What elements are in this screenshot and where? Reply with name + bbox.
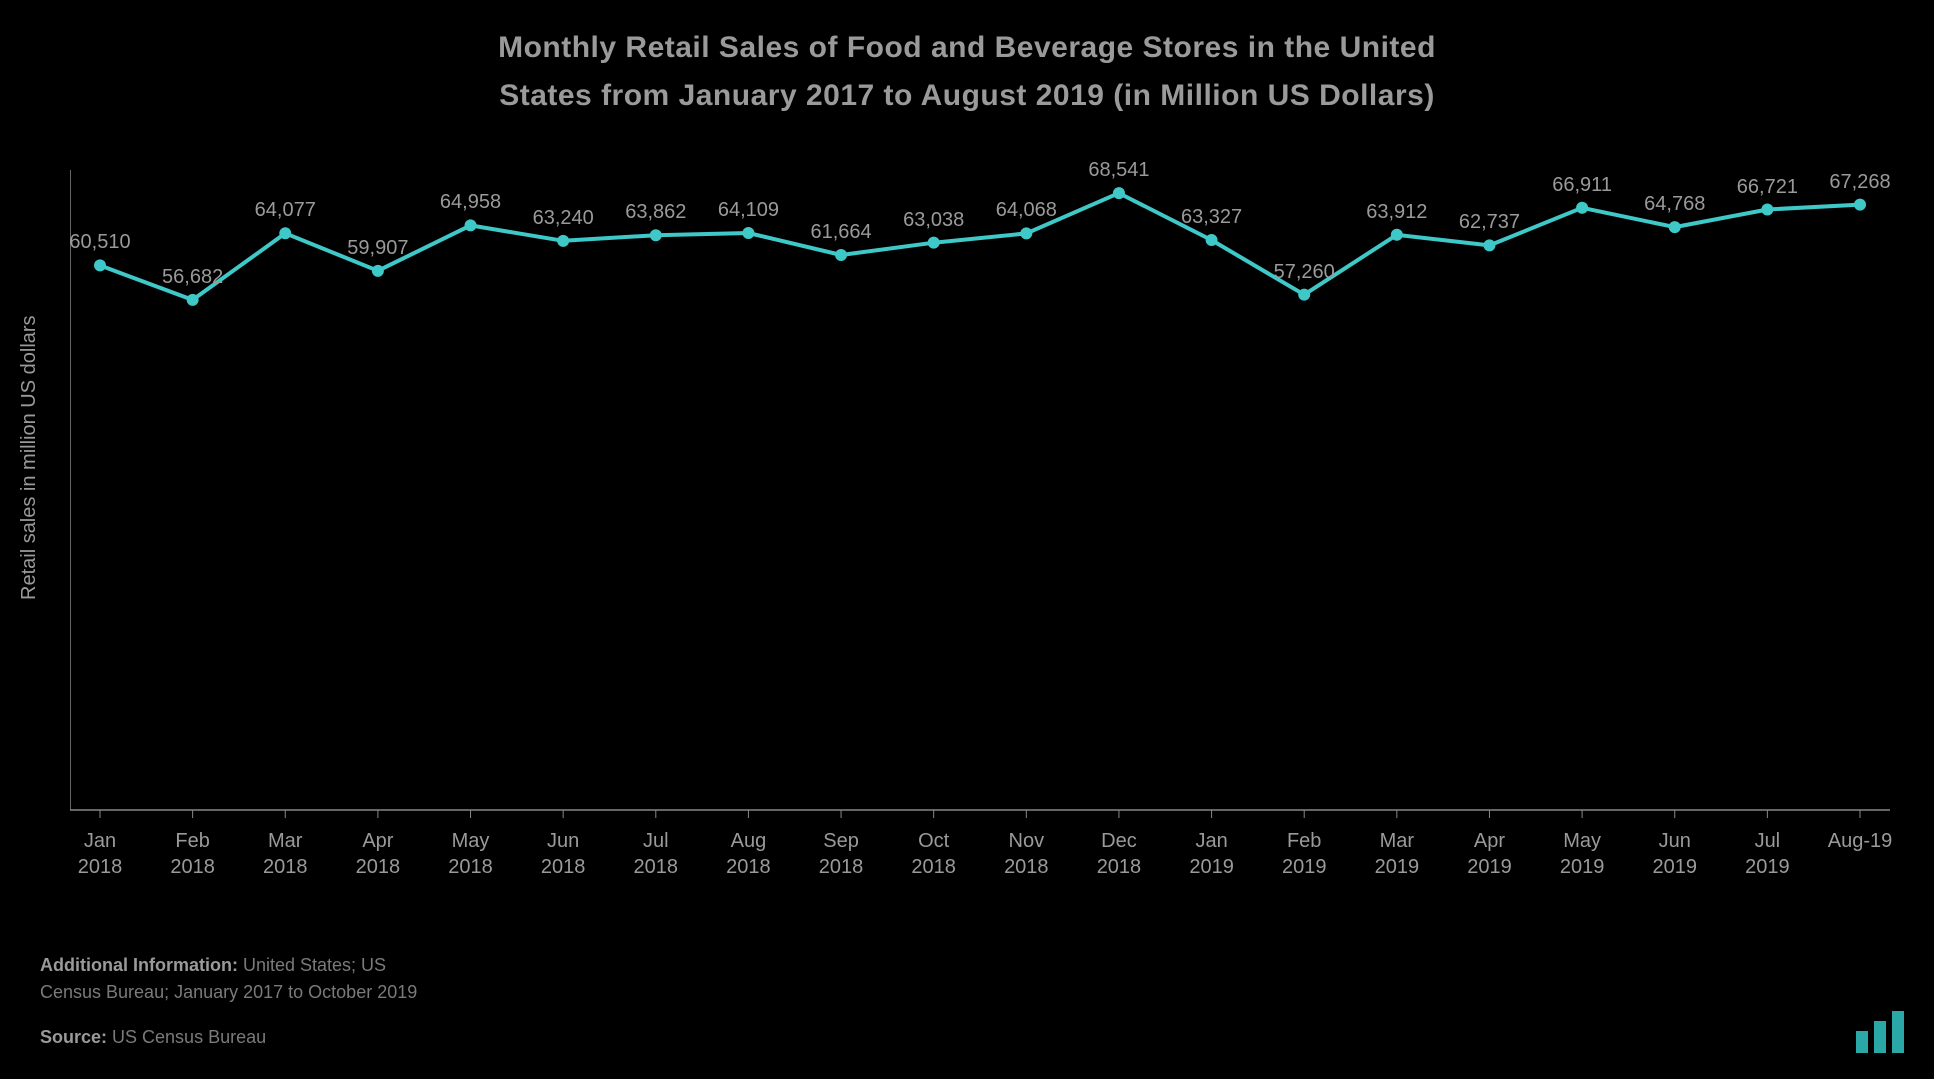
y-axis-label: Retail sales in million US dollars [18, 315, 41, 600]
data-point-label: 61,664 [810, 221, 871, 244]
data-point-label: 63,327 [1181, 206, 1242, 229]
data-point-label: 64,958 [440, 191, 501, 214]
brand-logo-icon [1852, 1011, 1912, 1053]
chart-svg [70, 170, 1890, 850]
x-tick-label: Jan2018 [60, 828, 140, 880]
x-tick-label: May2019 [1542, 828, 1622, 880]
x-tick-label: Feb2019 [1264, 828, 1344, 880]
chart-title-line1: Monthly Retail Sales of Food and Beverag… [0, 24, 1934, 72]
additional-info-line1: Additional Information: United States; U… [40, 952, 417, 979]
x-tick-label: Jul2018 [616, 828, 696, 880]
data-point-label: 62,737 [1459, 211, 1520, 234]
x-tick-label: Mar2019 [1357, 828, 1437, 880]
source-text: US Census Bureau [107, 1027, 266, 1047]
data-point-label: 63,862 [625, 201, 686, 224]
chart-title-line2: States from January 2017 to August 2019 … [0, 72, 1934, 120]
x-tick-label: Dec2018 [1079, 828, 1159, 880]
source-row: Source: US Census Bureau [40, 1024, 417, 1051]
x-tick-label: Aug2018 [708, 828, 788, 880]
additional-info-label: Additional Information: [40, 955, 238, 975]
data-point-label: 63,912 [1366, 201, 1427, 224]
data-point-label: 64,068 [996, 199, 1057, 222]
data-point-label: 68,541 [1088, 159, 1149, 182]
x-tick-label: Apr2018 [338, 828, 418, 880]
plot-area: Jan2018Feb2018Mar2018Apr2018May2018Jun20… [70, 170, 1890, 850]
x-tick-label: Jul2019 [1727, 828, 1807, 880]
data-point-label: 66,721 [1737, 176, 1798, 199]
x-tick-label: Nov2018 [986, 828, 1066, 880]
data-point-label: 66,911 [1552, 174, 1612, 197]
data-point-label: 63,038 [903, 209, 964, 232]
x-tick-label: Jan2019 [1172, 828, 1252, 880]
additional-info-text1: United States; US [238, 955, 386, 975]
data-point-label: 59,907 [347, 237, 408, 260]
data-point-label: 57,260 [1274, 261, 1335, 284]
additional-info-line2: Census Bureau; January 2017 to October 2… [40, 979, 417, 1006]
x-tick-label: Jun2019 [1635, 828, 1715, 880]
source-label: Source: [40, 1027, 107, 1047]
x-tick-label: Mar2018 [245, 828, 325, 880]
chart-title: Monthly Retail Sales of Food and Beverag… [0, 0, 1934, 120]
x-tick-label: Oct2018 [894, 828, 974, 880]
x-tick-label: Aug-19 [1820, 828, 1900, 854]
data-point-label: 64,077 [255, 199, 316, 222]
x-tick-label: Feb2018 [153, 828, 233, 880]
data-point-label: 64,109 [718, 199, 779, 222]
data-point-label: 64,768 [1644, 193, 1705, 216]
x-tick-label: Sep2018 [801, 828, 881, 880]
data-point-label: 56,682 [162, 266, 223, 289]
x-tick-label: May2018 [431, 828, 511, 880]
data-point-label: 67,268 [1829, 171, 1890, 194]
data-point-label: 63,240 [533, 207, 594, 230]
data-point-label: 60,510 [69, 231, 130, 254]
x-tick-label: Jun2018 [523, 828, 603, 880]
x-tick-label: Apr2019 [1449, 828, 1529, 880]
footer: Additional Information: United States; U… [40, 952, 417, 1051]
